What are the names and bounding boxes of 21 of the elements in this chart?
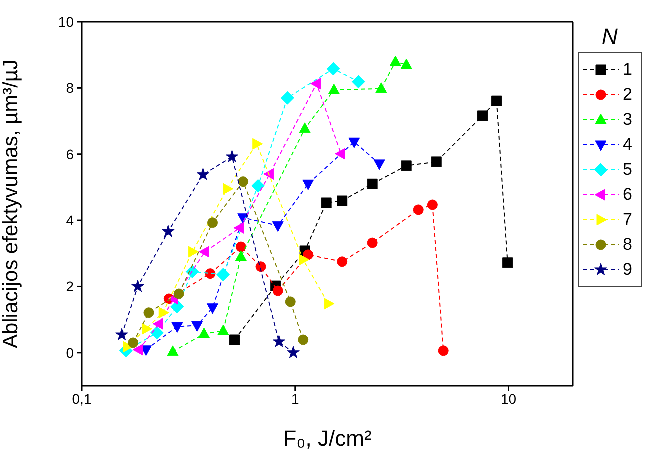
x-axis-title: F₀, J/cm²	[283, 426, 372, 451]
x-tick-label: 1	[291, 390, 300, 407]
legend-title: N	[601, 23, 619, 51]
y-tick-label: 10	[58, 14, 74, 30]
legend-label: 9	[623, 260, 632, 280]
legend-label: 5	[623, 160, 632, 180]
legend-label: 2	[623, 84, 632, 104]
y-tick-label: 0	[66, 344, 74, 361]
legend-label: 4	[623, 134, 632, 154]
legend-label: 7	[623, 210, 632, 230]
x-tick-label: 0,1	[72, 390, 92, 407]
legend-label: 1	[623, 60, 632, 80]
legend-label: 6	[623, 184, 632, 204]
y-tick-label: 8	[66, 80, 74, 96]
y-tick-label: 6	[66, 146, 74, 162]
x-tick-label: 10	[500, 390, 517, 407]
y-tick-label: 4	[66, 212, 74, 229]
legend-label: 3	[623, 110, 632, 130]
y-tick-label: 2	[66, 278, 74, 295]
y-axis-title: Abliacijos efektyvumas, µm³/µJ	[0, 59, 22, 349]
legend-label: 8	[623, 234, 632, 254]
